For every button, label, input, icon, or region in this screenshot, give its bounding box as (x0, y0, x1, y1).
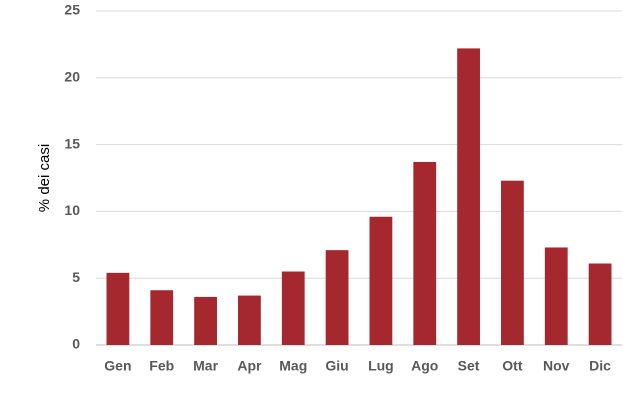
x-tick-label: Giu (325, 358, 348, 374)
bar (413, 161, 437, 345)
bar (325, 250, 349, 345)
bar (501, 180, 524, 345)
x-tick-label: Set (458, 358, 480, 374)
bar (369, 216, 393, 345)
bar (106, 272, 130, 345)
bar (150, 290, 174, 345)
y-tick-label: 0 (72, 336, 80, 352)
x-tick-label: Nov (543, 358, 570, 374)
bar (194, 296, 217, 345)
x-tick-label: Lug (368, 358, 394, 374)
y-axis-label: % dei casi (36, 144, 53, 212)
y-tick-label: 25 (64, 2, 80, 18)
x-tick-label: Dic (589, 358, 611, 374)
x-tick-label: Apr (237, 358, 262, 374)
x-tick-label: Mag (279, 358, 307, 374)
y-tick-label: 5 (72, 269, 80, 285)
y-tick-label: 15 (64, 135, 80, 151)
x-tick-label: Ott (502, 358, 523, 374)
bar (544, 247, 568, 345)
x-tick-label: Mar (193, 358, 218, 374)
x-tick-label: Ago (411, 358, 438, 374)
bar (238, 295, 261, 345)
y-tick-label: 10 (64, 202, 80, 218)
y-tick-label: 20 (64, 69, 80, 85)
bar (281, 271, 305, 345)
bar (457, 48, 480, 346)
x-tick-label: Feb (149, 358, 174, 374)
x-tick-label: Gen (104, 358, 131, 374)
bar (588, 263, 612, 345)
